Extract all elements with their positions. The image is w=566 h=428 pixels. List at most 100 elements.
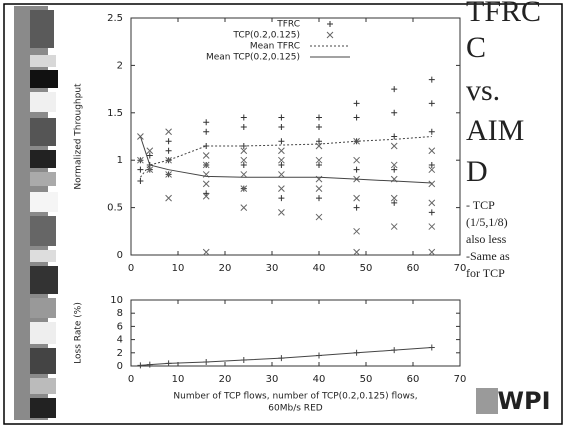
point [278, 124, 285, 131]
slide-title: AIM [466, 114, 524, 147]
plot-frame [130, 17, 461, 256]
point [428, 344, 435, 351]
point [278, 195, 285, 202]
point [240, 147, 248, 155]
x-tick-label: 70 [454, 263, 467, 274]
point [316, 124, 322, 131]
point [391, 199, 398, 206]
point [278, 185, 285, 192]
legend-swatch [327, 21, 333, 27]
x-axis-label: Number of TCP flows, number of TCP(0.2,0… [173, 392, 417, 402]
point [202, 248, 210, 256]
point [353, 100, 360, 107]
point [137, 362, 144, 369]
point [137, 156, 144, 164]
y-tick-label: 1.5 [107, 108, 123, 119]
point [428, 180, 436, 188]
x-tick-label: 0 [128, 374, 134, 385]
point [316, 138, 322, 145]
point [316, 352, 322, 359]
legend-label: Mean TCP(0.2,0.125) [206, 53, 300, 63]
point [165, 171, 172, 178]
point [390, 142, 398, 150]
side-strip [14, 6, 58, 420]
point [240, 156, 248, 164]
point [203, 359, 210, 366]
point [240, 357, 247, 364]
point [316, 195, 322, 202]
point [390, 161, 398, 169]
x-tick-label: 10 [172, 374, 185, 385]
slide-note: (1/5,1/8) [466, 215, 508, 229]
y-tick-label: 2 [117, 60, 123, 71]
x-tick-label: 30 [266, 374, 279, 385]
point [353, 156, 360, 164]
point [428, 248, 436, 256]
point [428, 199, 436, 207]
point [165, 156, 172, 164]
legend-label: Mean TFRC [250, 42, 300, 52]
x-tick-label: 70 [454, 374, 467, 385]
slide-title: C [466, 31, 486, 64]
plot-frame [130, 299, 461, 367]
legend-label: TCP(0.2,0.125) [232, 31, 300, 41]
y-axis-label: Loss Rate (%) [74, 302, 84, 364]
point [353, 114, 360, 121]
y-tick-label: 1 [117, 155, 123, 166]
legend-swatch [326, 31, 334, 39]
point [316, 114, 322, 121]
y-tick-label: 2.5 [107, 13, 123, 24]
point [428, 166, 436, 174]
point [165, 138, 172, 145]
x-tick-label: 20 [219, 263, 232, 274]
point [353, 204, 360, 211]
point [165, 194, 172, 202]
point [203, 190, 210, 197]
point [390, 194, 398, 202]
mean-line [140, 136, 432, 178]
slide-title: D [466, 155, 488, 188]
point [278, 156, 285, 164]
point [353, 194, 360, 202]
point [353, 248, 360, 256]
point [278, 171, 285, 178]
logo-text: WPI [498, 387, 551, 415]
point [390, 223, 398, 230]
point [391, 86, 398, 93]
x-tick-label: 50 [360, 374, 373, 385]
x-tick-label: 60 [407, 374, 420, 385]
x-tick-label: 40 [313, 263, 326, 274]
y-axis-label: Normalized Throughput [74, 83, 84, 190]
point [428, 76, 435, 83]
x-tick-label: 30 [266, 263, 279, 274]
y-tick-label: 8 [117, 308, 123, 319]
point [428, 209, 435, 216]
y-tick-label: 6 [117, 321, 123, 332]
point [137, 166, 144, 173]
x-tick-label: 50 [360, 263, 373, 274]
point [165, 147, 172, 154]
point [428, 128, 435, 135]
point [240, 185, 248, 192]
point [391, 133, 398, 140]
point [428, 223, 436, 230]
loss-line [140, 347, 432, 366]
x-tick-label: 40 [313, 374, 326, 385]
point [240, 114, 247, 121]
slide-note: - TCP [466, 198, 495, 212]
slide-title: TFRC [466, 0, 541, 28]
y-tick-label: 0 [117, 361, 123, 372]
point [240, 161, 247, 168]
x-tick-label: 10 [172, 263, 185, 274]
point [240, 171, 248, 178]
point [278, 355, 285, 362]
point [202, 152, 210, 159]
point [146, 152, 153, 159]
mean-line [139, 136, 432, 184]
y-tick-label: 2 [117, 348, 123, 359]
logo: WPI [476, 387, 551, 415]
point [146, 361, 153, 368]
point [203, 128, 210, 135]
slide-title: vs. [466, 74, 500, 107]
